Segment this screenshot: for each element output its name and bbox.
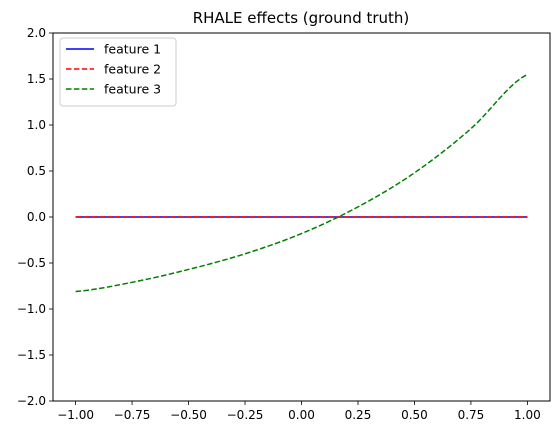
x-tick-label: 0.25 bbox=[345, 408, 372, 422]
x-axis: −1.00 −0.75 −0.50 −0.25 0.00 0.25 0.50 0.75 1.00 bbox=[57, 401, 541, 422]
x-tick-label: −0.75 bbox=[114, 408, 151, 422]
x-tick-label: 1.00 bbox=[514, 408, 541, 422]
legend-label: feature 1 bbox=[104, 42, 161, 57]
series-layer bbox=[75, 73, 528, 293]
legend-box bbox=[59, 37, 177, 107]
y-tick-label: −0.5 bbox=[17, 256, 46, 270]
y-tick-label: 0.0 bbox=[27, 210, 46, 224]
x-tick-label: 0.50 bbox=[401, 408, 428, 422]
y-tick-label: −1.5 bbox=[17, 348, 46, 362]
y-tick-label: −2.0 bbox=[17, 394, 46, 408]
y-axis: −2.0 −1.5 −1.0 −0.5 0.0 0.5 1.0 1.5 2.0 bbox=[17, 26, 53, 408]
legend: feature 1 feature 2 feature 3 bbox=[59, 37, 177, 107]
y-tick-label: 1.5 bbox=[27, 72, 46, 86]
x-tick-label: −0.50 bbox=[170, 408, 207, 422]
x-tick-label: 0.00 bbox=[288, 408, 315, 422]
x-tick-label: 0.75 bbox=[458, 408, 485, 422]
y-tick-label: 0.5 bbox=[27, 164, 46, 178]
legend-label: feature 2 bbox=[104, 62, 161, 77]
series-line-feature-3 bbox=[75, 73, 528, 293]
y-tick-label: −1.0 bbox=[17, 302, 46, 316]
y-tick-label: 1.0 bbox=[27, 118, 46, 132]
chart-title: RHALE effects (ground truth) bbox=[193, 9, 410, 27]
y-tick-label: 2.0 bbox=[27, 26, 46, 40]
x-tick-label: −0.25 bbox=[227, 408, 264, 422]
legend-label: feature 3 bbox=[104, 82, 161, 97]
x-tick-label: −1.00 bbox=[57, 408, 94, 422]
